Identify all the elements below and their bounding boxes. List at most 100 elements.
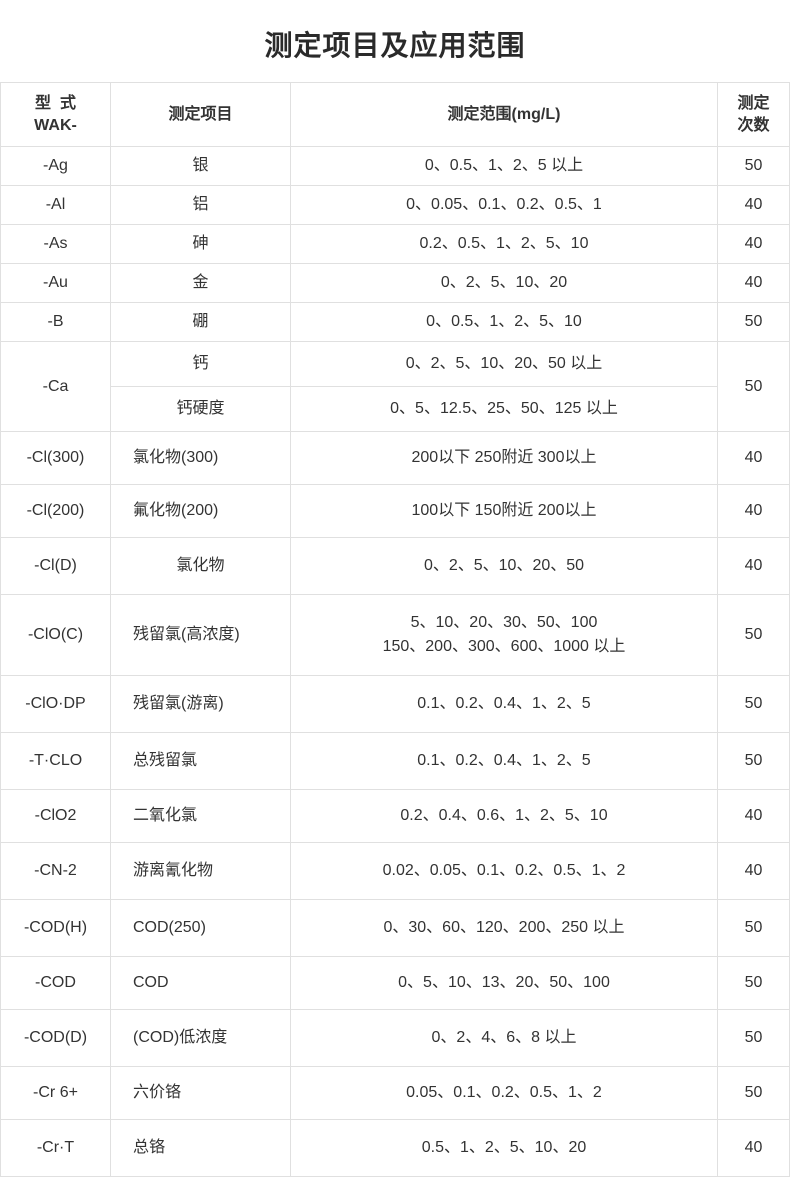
cell-model: -Cr 6+ <box>1 1067 111 1120</box>
cell-count: 40 <box>718 186 790 225</box>
table-row: 钙硬度0、5、12.5、25、50、125 以上 <box>1 387 790 432</box>
cell-count: 40 <box>718 790 790 843</box>
cell-model: -COD <box>1 957 111 1010</box>
page-title: 测定项目及应用范围 <box>0 0 790 82</box>
cell-item: COD <box>111 957 291 1010</box>
cell-item: 二氧化氯 <box>111 790 291 843</box>
cell-item: 游离氰化物 <box>111 843 291 900</box>
cell-range: 100以下 150附近 200以上 <box>291 485 718 538</box>
table-row: -Cr·T总铬0.5、1、2、5、10、2040 <box>1 1120 790 1177</box>
table-row: -Cr 6+六价铬0.05、0.1、0.2、0.5、1、250 <box>1 1067 790 1120</box>
cell-range: 0.5、1、2、5、10、20 <box>291 1120 718 1177</box>
cell-count: 40 <box>718 1120 790 1177</box>
cell-range: 0、2、5、10、20 <box>291 264 718 303</box>
cell-item: 钙硬度 <box>111 387 291 432</box>
cell-range: 0.2、0.4、0.6、1、2、5、10 <box>291 790 718 843</box>
cell-range: 0、0.05、0.1、0.2、0.5、1 <box>291 186 718 225</box>
cell-count: 50 <box>718 676 790 733</box>
cell-count: 50 <box>718 303 790 342</box>
cell-range: 0、0.5、1、2、5、10 <box>291 303 718 342</box>
cell-count: 50 <box>718 342 790 432</box>
table-row: -Ca钙0、2、5、10、20、50 以上50 <box>1 342 790 387</box>
cell-range: 0.02、0.05、0.1、0.2、0.5、1、2 <box>291 843 718 900</box>
table-row: -ClO2二氧化氯0.2、0.4、0.6、1、2、5、1040 <box>1 790 790 843</box>
cell-count: 40 <box>718 432 790 485</box>
table-row: -COD(D)(COD)低浓度0、2、4、6、8 以上50 <box>1 1010 790 1067</box>
cell-model: -Cl(D) <box>1 538 111 595</box>
cell-count: 50 <box>718 595 790 676</box>
cell-model: -Cr·T <box>1 1120 111 1177</box>
table-row: -ClO·DP残留氯(游离)0.1、0.2、0.4、1、2、550 <box>1 676 790 733</box>
cell-item: 氟化物(200) <box>111 485 291 538</box>
cell-item: 金 <box>111 264 291 303</box>
table-row: -Cl(D)氯化物0、2、5、10、20、5040 <box>1 538 790 595</box>
cell-count: 50 <box>718 957 790 1010</box>
header-count: 测定次数 <box>718 83 790 147</box>
cell-count: 50 <box>718 1067 790 1120</box>
cell-model: -Cl(200) <box>1 485 111 538</box>
cell-model: -ClO·DP <box>1 676 111 733</box>
cell-model: -Al <box>1 186 111 225</box>
cell-count: 50 <box>718 147 790 186</box>
cell-model: -ClO(C) <box>1 595 111 676</box>
cell-range: 5、10、20、30、50、100150、200、300、600、1000 以上 <box>291 595 718 676</box>
cell-model: -Ag <box>1 147 111 186</box>
table-row: -Cl(300)氯化物(300)200以下 250附近 300以上40 <box>1 432 790 485</box>
cell-item: 氯化物 <box>111 538 291 595</box>
cell-count: 40 <box>718 264 790 303</box>
cell-range: 0.05、0.1、0.2、0.5、1、2 <box>291 1067 718 1120</box>
cell-item: 硼 <box>111 303 291 342</box>
table-row: -COD(H)COD(250)0、30、60、120、200、250 以上50 <box>1 900 790 957</box>
table-row: -CN-2游离氰化物0.02、0.05、0.1、0.2、0.5、1、240 <box>1 843 790 900</box>
cell-item: 残留氯(游离) <box>111 676 291 733</box>
cell-range: 0、5、12.5、25、50、125 以上 <box>291 387 718 432</box>
table-header-row: 型 式WAK- 测定项目 测定范围(mg/L) 测定次数 <box>1 83 790 147</box>
cell-model: -CN-2 <box>1 843 111 900</box>
cell-item: 总残留氯 <box>111 733 291 790</box>
cell-range: 0、2、5、10、20、50 <box>291 538 718 595</box>
cell-item: 残留氯(高浓度) <box>111 595 291 676</box>
header-range: 测定范围(mg/L) <box>291 83 718 147</box>
cell-item: 六价铬 <box>111 1067 291 1120</box>
cell-count: 40 <box>718 225 790 264</box>
measurement-table: 型 式WAK- 测定项目 测定范围(mg/L) 测定次数 -Ag银0、0.5、1… <box>0 82 790 1177</box>
cell-item: 钙 <box>111 342 291 387</box>
cell-range: 0、0.5、1、2、5 以上 <box>291 147 718 186</box>
cell-range: 0.1、0.2、0.4、1、2、5 <box>291 733 718 790</box>
cell-item: 砷 <box>111 225 291 264</box>
cell-count: 40 <box>718 538 790 595</box>
cell-item: 总铬 <box>111 1120 291 1177</box>
table-row: -Ag银0、0.5、1、2、5 以上50 <box>1 147 790 186</box>
cell-model: -B <box>1 303 111 342</box>
cell-range: 0、30、60、120、200、250 以上 <box>291 900 718 957</box>
table-row: -ClO(C)残留氯(高浓度)5、10、20、30、50、100150、200、… <box>1 595 790 676</box>
cell-model: -As <box>1 225 111 264</box>
cell-model: -COD(H) <box>1 900 111 957</box>
table-row: -CODCOD0、5、10、13、20、50、10050 <box>1 957 790 1010</box>
cell-range: 0、2、4、6、8 以上 <box>291 1010 718 1067</box>
cell-count: 50 <box>718 900 790 957</box>
cell-range: 0.2、0.5、1、2、5、10 <box>291 225 718 264</box>
cell-item: 铝 <box>111 186 291 225</box>
cell-model: -Cl(300) <box>1 432 111 485</box>
cell-item: (COD)低浓度 <box>111 1010 291 1067</box>
cell-count: 50 <box>718 733 790 790</box>
table-row: -Au金0、2、5、10、2040 <box>1 264 790 303</box>
cell-model: -Ca <box>1 342 111 432</box>
cell-range: 0、2、5、10、20、50 以上 <box>291 342 718 387</box>
cell-model: -COD(D) <box>1 1010 111 1067</box>
header-model: 型 式WAK- <box>1 83 111 147</box>
cell-model: -T·CLO <box>1 733 111 790</box>
cell-model: -ClO2 <box>1 790 111 843</box>
table-row: -Cl(200)氟化物(200)100以下 150附近 200以上40 <box>1 485 790 538</box>
table-row: -T·CLO总残留氯0.1、0.2、0.4、1、2、550 <box>1 733 790 790</box>
cell-count: 40 <box>718 843 790 900</box>
cell-count: 50 <box>718 1010 790 1067</box>
cell-range: 0.1、0.2、0.4、1、2、5 <box>291 676 718 733</box>
table-row: -B硼0、0.5、1、2、5、1050 <box>1 303 790 342</box>
cell-item: 银 <box>111 147 291 186</box>
cell-item: COD(250) <box>111 900 291 957</box>
cell-range: 0、5、10、13、20、50、100 <box>291 957 718 1010</box>
cell-count: 40 <box>718 485 790 538</box>
table-row: -Al铝0、0.05、0.1、0.2、0.5、140 <box>1 186 790 225</box>
